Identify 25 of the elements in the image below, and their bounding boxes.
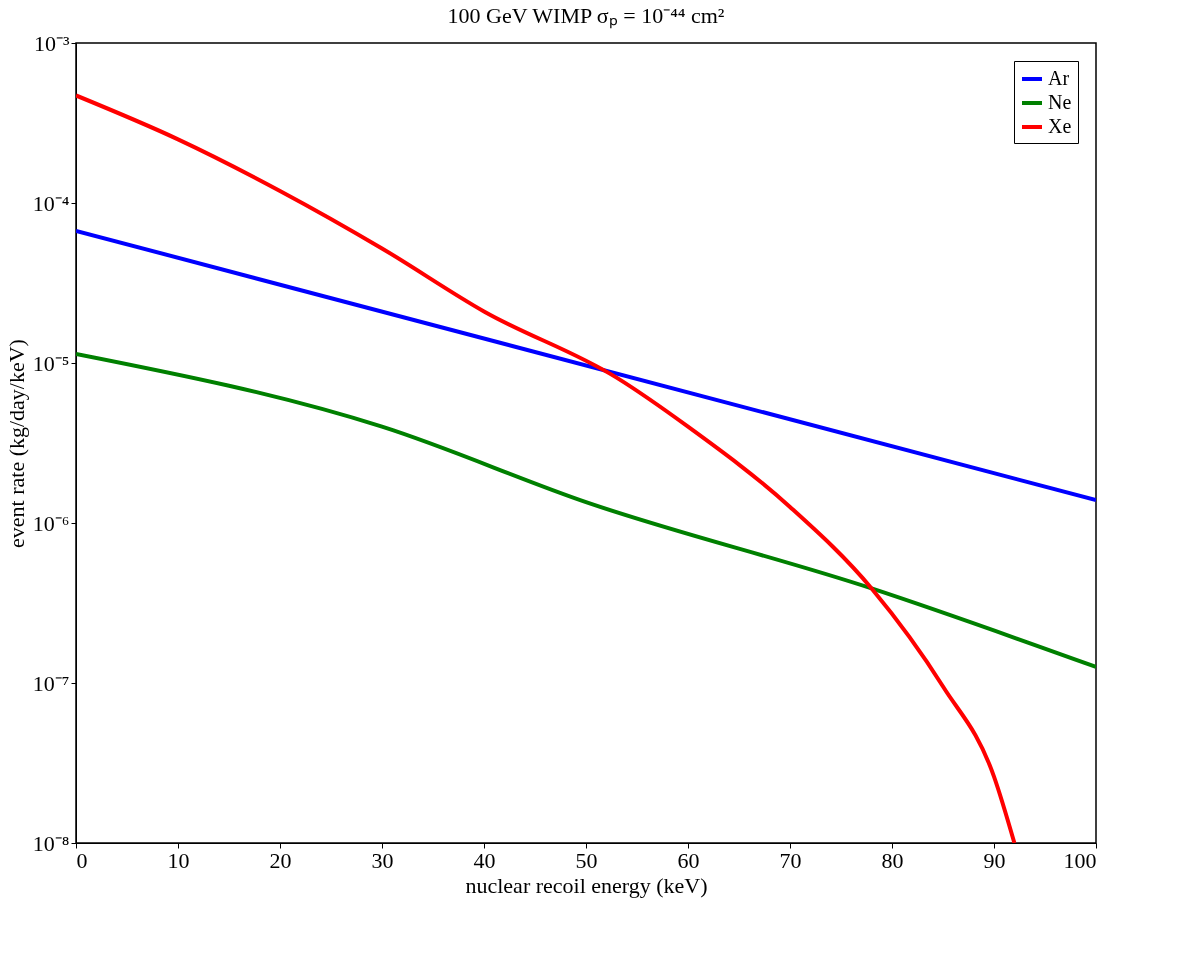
line-series [76, 93, 1017, 843]
x-tick-label: 50 [575, 847, 598, 873]
y-tick-label: 10⁻³ [33, 30, 70, 56]
x-tick-label: 80 [881, 847, 904, 873]
x-tick-label: 70 [779, 847, 802, 873]
x-tick-label: 30 [371, 847, 394, 873]
x-tick-label: 100 [1063, 847, 1097, 873]
x-tick-label: 10 [167, 847, 190, 873]
x-tick-label: 40 [473, 847, 496, 873]
legend-label: Xe [1048, 115, 1072, 137]
y-axis-title: event rate (kg/day/keV) [3, 339, 29, 548]
y-tick-label: 10⁻⁵ [32, 350, 70, 376]
x-tick-label: 60 [677, 847, 700, 873]
x-axis-title: nuclear recoil energy (keV) [465, 872, 708, 898]
x-tick-label: 0 [76, 847, 88, 873]
y-tick-label: 10⁻⁶ [32, 510, 70, 536]
x-tick-label: 90 [983, 847, 1006, 873]
legend-label: Ne [1048, 91, 1072, 113]
y-tick-label: 10⁻⁴ [32, 190, 70, 216]
line-series [76, 351, 1096, 669]
x-tick-label: 20 [269, 847, 292, 873]
y-tick-label: 10⁻⁷ [32, 670, 70, 696]
legend-label: Ar [1048, 67, 1070, 89]
y-tick-label: 10⁻⁸ [32, 830, 70, 856]
chart-title: 100 GeV WIMP σₚ = 10⁻⁴⁴ cm² [447, 3, 725, 29]
